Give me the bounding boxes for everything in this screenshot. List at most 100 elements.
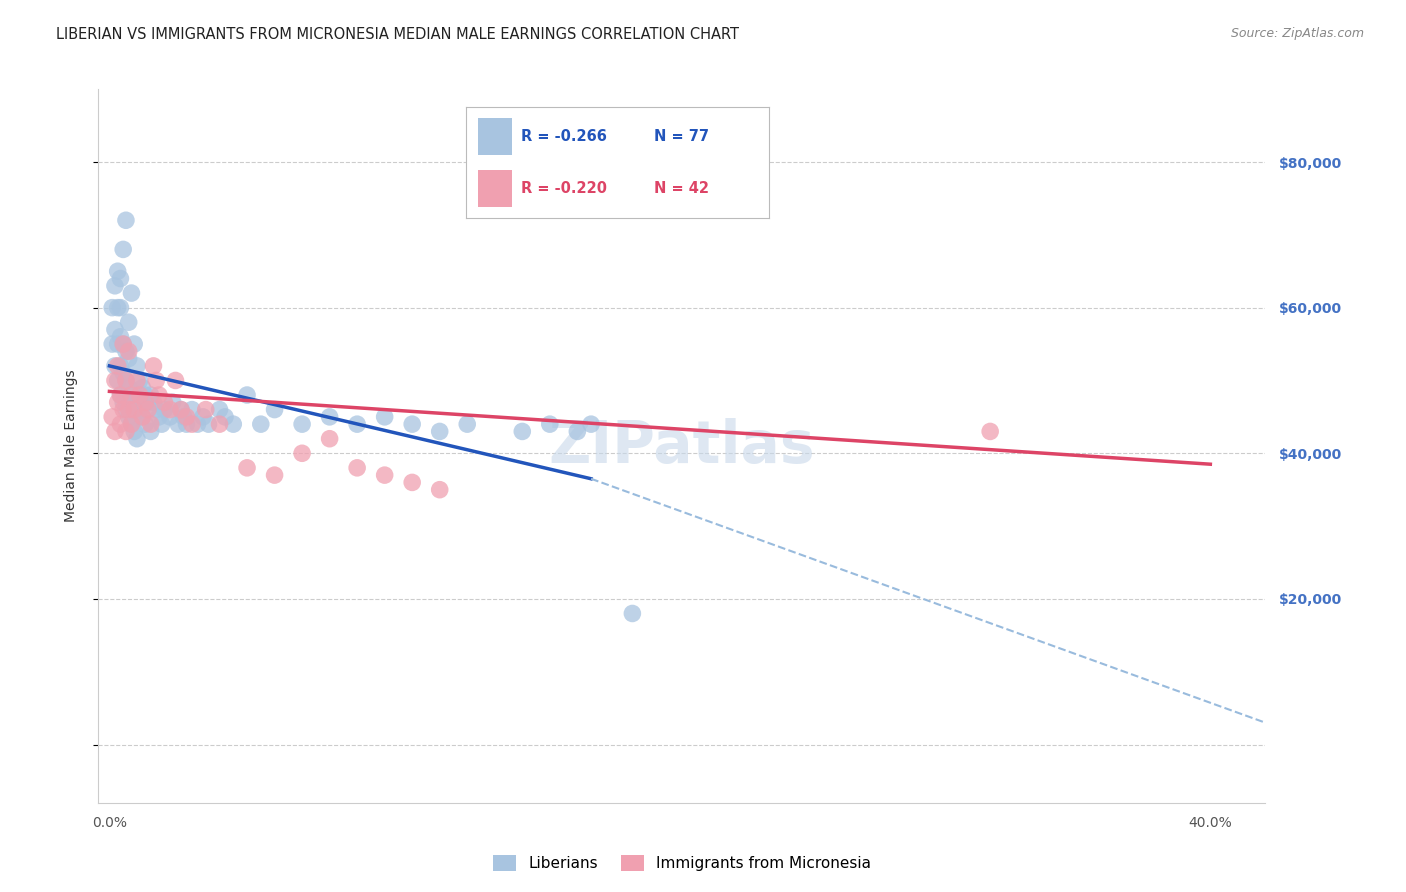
Point: [110, 388, 132, 402]
Point: [110, 417, 132, 432]
Point: [170, 402, 193, 417]
Point: [249, 417, 271, 432]
Point: [122, 425, 145, 439]
Point: [170, 402, 193, 417]
Text: Source: ZipAtlas.com: Source: ZipAtlas.com: [1230, 27, 1364, 40]
Text: N = 42: N = 42: [654, 181, 709, 196]
Point: [510, 425, 533, 439]
Text: LIBERIAN VS IMMIGRANTS FROM MICRONESIA MEDIAN MALE EARNINGS CORRELATION CHART: LIBERIAN VS IMMIGRANTS FROM MICRONESIA M…: [56, 27, 740, 42]
Point: [131, 409, 153, 424]
Point: [538, 417, 561, 432]
Point: [181, 417, 204, 432]
Text: R = -0.220: R = -0.220: [520, 181, 606, 196]
Point: [125, 359, 148, 373]
Point: [107, 395, 129, 409]
Point: [128, 374, 150, 388]
Point: [208, 402, 231, 417]
Point: [263, 402, 285, 417]
Point: [110, 330, 132, 344]
Point: [429, 483, 451, 497]
Point: [107, 264, 129, 278]
Point: [115, 213, 138, 227]
Point: [120, 286, 142, 301]
Point: [318, 432, 340, 446]
Point: [208, 417, 231, 432]
Bar: [478, 170, 512, 207]
Point: [148, 388, 170, 402]
Point: [118, 409, 141, 424]
Point: [346, 460, 368, 475]
Point: [236, 388, 259, 402]
Point: [134, 395, 156, 409]
Point: [186, 417, 208, 432]
Point: [125, 374, 148, 388]
Point: [104, 359, 127, 373]
Point: [110, 388, 132, 402]
Point: [107, 374, 129, 388]
Point: [579, 417, 602, 432]
Point: [173, 409, 195, 424]
Point: [181, 402, 204, 417]
Point: [120, 388, 142, 402]
Point: [122, 337, 145, 351]
Point: [194, 402, 217, 417]
Point: [128, 388, 150, 402]
Point: [112, 337, 135, 351]
Point: [120, 388, 142, 402]
Point: [131, 381, 153, 395]
Point: [150, 417, 173, 432]
Point: [162, 395, 184, 409]
Point: [401, 475, 423, 490]
Point: [142, 359, 165, 373]
Point: [176, 409, 198, 424]
Point: [429, 425, 451, 439]
Point: [621, 607, 644, 621]
Point: [104, 278, 127, 293]
Point: [122, 395, 145, 409]
Point: [118, 315, 141, 329]
Text: ZIPatlas: ZIPatlas: [548, 417, 815, 475]
Point: [263, 468, 285, 483]
Y-axis label: Median Male Earnings: Median Male Earnings: [63, 369, 77, 523]
Point: [112, 402, 135, 417]
Point: [118, 344, 141, 359]
Point: [101, 301, 124, 315]
Point: [110, 271, 132, 285]
Point: [134, 417, 156, 432]
Point: [159, 402, 181, 417]
Point: [374, 409, 396, 424]
Point: [112, 366, 135, 380]
Point: [145, 402, 167, 417]
Point: [134, 388, 156, 402]
Point: [165, 374, 187, 388]
Point: [104, 425, 127, 439]
Point: [346, 417, 368, 432]
Point: [125, 395, 148, 409]
Bar: [478, 118, 512, 154]
Point: [101, 409, 124, 424]
Point: [101, 337, 124, 351]
Point: [107, 359, 129, 373]
Point: [112, 243, 135, 257]
Point: [236, 460, 259, 475]
Point: [139, 388, 162, 402]
Point: [979, 425, 1001, 439]
Point: [115, 402, 138, 417]
Point: [115, 374, 138, 388]
Point: [167, 417, 190, 432]
Point: [125, 432, 148, 446]
Point: [107, 301, 129, 315]
Point: [120, 417, 142, 432]
Point: [136, 395, 159, 409]
Point: [115, 425, 138, 439]
Point: [159, 409, 181, 424]
Point: [104, 322, 127, 336]
Point: [136, 402, 159, 417]
Point: [139, 417, 162, 432]
Point: [128, 402, 150, 417]
Point: [148, 409, 170, 424]
Point: [291, 417, 314, 432]
Point: [153, 395, 176, 409]
Point: [118, 351, 141, 366]
Point: [112, 395, 135, 409]
